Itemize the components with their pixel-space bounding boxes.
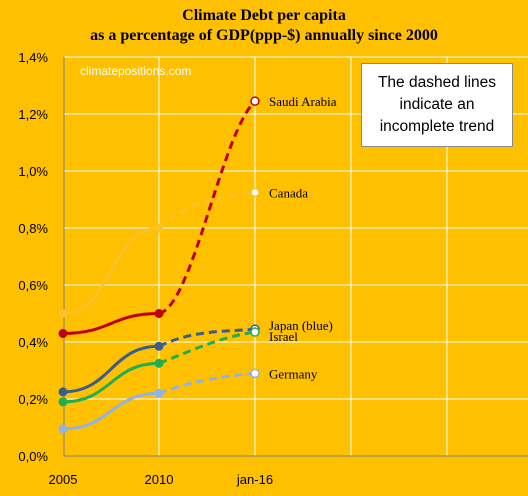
data-point-open bbox=[250, 96, 260, 106]
y-tick-label: 0,6% bbox=[18, 278, 48, 293]
series-label-canada: Canada bbox=[269, 185, 308, 200]
series-line-solid bbox=[61, 391, 161, 431]
chart-title-line-2: as a percentage of GDP(ppp-$) annually s… bbox=[90, 27, 438, 44]
series-labels: Saudi Arabia Canada Japan (blue)Israel Germ… bbox=[269, 94, 337, 381]
series-line-dashed bbox=[158, 100, 257, 315]
data-point bbox=[154, 388, 164, 398]
data-point bbox=[154, 309, 164, 318]
y-tick-label: 0,0% bbox=[18, 449, 48, 464]
x-tick-label: 2005 bbox=[49, 472, 78, 487]
y-tick-label: 1,2% bbox=[18, 107, 48, 122]
data-point bbox=[154, 223, 164, 233]
data-point bbox=[58, 309, 68, 318]
data-point bbox=[58, 328, 68, 338]
x-tick-label: jan-16 bbox=[236, 472, 273, 487]
data-point bbox=[58, 387, 68, 397]
series-label-germany: Germany bbox=[269, 366, 318, 381]
series-label-israel: Israel bbox=[269, 329, 298, 344]
data-point-open bbox=[250, 327, 260, 337]
series-label-saudi-arabia: Saudi Arabia bbox=[269, 94, 337, 109]
y-tick-label: 0,2% bbox=[18, 392, 48, 407]
note-line-2: indicate an bbox=[399, 96, 475, 113]
chart-title: Climate Debt per capita as a percentage … bbox=[0, 6, 528, 46]
data-point-open bbox=[250, 187, 260, 198]
series-canada bbox=[58, 187, 260, 318]
x-tick-label: 2010 bbox=[145, 472, 174, 487]
series-line-solid bbox=[61, 344, 161, 394]
series-line-solid bbox=[61, 226, 161, 315]
y-tick-label: 0,4% bbox=[18, 335, 48, 350]
chart-title-line-1: Climate Debt per capita bbox=[182, 7, 346, 24]
series-line-dashed bbox=[158, 190, 256, 230]
series-line-solid bbox=[61, 312, 161, 335]
watermark: climatepositions.com bbox=[80, 64, 191, 78]
data-point bbox=[58, 397, 68, 407]
data-point bbox=[154, 341, 164, 351]
data-point bbox=[154, 358, 164, 368]
y-tick-label: 1,4% bbox=[18, 50, 48, 65]
data-point bbox=[58, 424, 68, 434]
series-israel bbox=[58, 327, 260, 407]
series-layer bbox=[58, 96, 260, 434]
note-box: The dashed lines indicate an incomplete … bbox=[361, 63, 513, 147]
y-tick-label: 0,8% bbox=[18, 221, 48, 236]
y-tick-label: 1,0% bbox=[18, 164, 48, 179]
series-line-solid bbox=[61, 361, 161, 404]
note-line-1: The dashed lines bbox=[377, 74, 497, 91]
data-point-open bbox=[250, 368, 260, 379]
tick-labels: 0,0% 0,2% 0,4% 0,6% 0,8% 1,0% 1,2% 1,4% 2005 2010… bbox=[18, 50, 273, 487]
series-germany bbox=[58, 368, 260, 434]
series-saudi-arabia bbox=[58, 96, 260, 338]
series-label-japan: Japan (blue) bbox=[269, 318, 333, 333]
note-line-3: incomplete trend bbox=[379, 118, 495, 135]
